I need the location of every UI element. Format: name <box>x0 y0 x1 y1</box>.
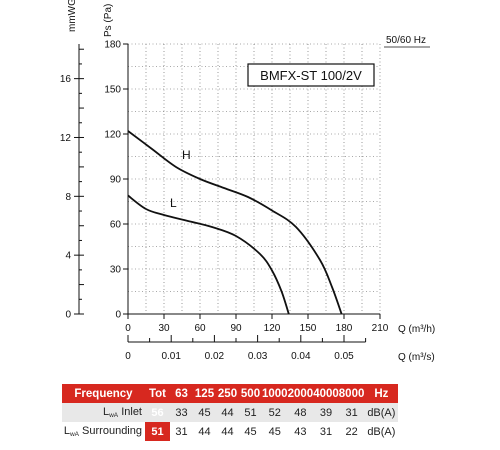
y-outer-axis-label: mmWG <box>67 0 78 32</box>
y-left-tick-label: 180 <box>104 40 121 51</box>
x-sec-tick-label: 0.04 <box>291 351 311 362</box>
y-left-tick-label: 30 <box>110 265 122 276</box>
table-header-row: Frequency Tot 63 125 250 500 1000 2000 4… <box>62 384 399 403</box>
header-freq-250: 250 <box>216 384 239 403</box>
y-left-tick-label: 150 <box>104 85 121 96</box>
tick-labels: 0 30 60 90 120 150 180 0 4 8 12 16 0 30 60 90 120 150 180 2… <box>60 40 389 363</box>
x-main-tick-label: 60 <box>194 323 206 334</box>
x-sec-tick-label: 0.01 <box>161 351 181 362</box>
row-label-inlet-rest: Inlet <box>118 406 142 418</box>
header-freq-8000: 8000 <box>338 384 365 403</box>
y-outer-tick-label: 4 <box>65 251 71 262</box>
x-main-tick-label: 30 <box>158 323 170 334</box>
x-sec-tick-label: 0.03 <box>248 351 268 362</box>
row-label-inlet-main: L <box>102 406 110 418</box>
frequency-note: 50/60 Hz <box>386 35 426 46</box>
table-row-inlet: LwA Inlet 56 33 45 44 51 52 48 39 31 dB(… <box>62 403 399 422</box>
x-main-tick-label: 90 <box>230 323 242 334</box>
header-frequency-label: Frequency <box>62 384 145 403</box>
x-main-tick-label: 0 <box>125 323 131 334</box>
y-outer-tick-label: 16 <box>60 74 72 85</box>
x-main-axis-label: Q (m³/h) <box>398 324 435 335</box>
row-label-surrounding-sub: wA <box>69 431 79 438</box>
y-outer-tick-label: 0 <box>65 310 71 321</box>
cell-inlet-250: 44 <box>216 403 239 422</box>
cell-inlet-125: 45 <box>193 403 216 422</box>
y-left-tick-label: 0 <box>115 310 121 321</box>
x-sec-tick-label: 0 <box>125 351 131 362</box>
cell-inlet-1000: 52 <box>262 403 288 422</box>
cell-inlet-4000: 39 <box>313 403 339 422</box>
y-left-tick-label: 60 <box>110 220 122 231</box>
header-freq-63: 63 <box>170 384 193 403</box>
cell-surrounding-500: 45 <box>239 422 262 441</box>
axes <box>74 43 381 343</box>
y-left-tick-label: 120 <box>104 130 121 141</box>
cell-surrounding-4000: 31 <box>313 422 339 441</box>
series-label-h: H <box>182 148 191 162</box>
header-unit-hz: Hz <box>364 384 399 403</box>
y-outer-tick-label: 12 <box>60 133 72 144</box>
fan-performance-chart: 0 30 60 90 120 150 180 0 4 8 12 16 0 30 60 90 120 150 180 2… <box>60 0 435 363</box>
y-left-tick-label: 90 <box>110 175 122 186</box>
x-main-tick-label: 210 <box>372 323 389 334</box>
cell-inlet-tot: 56 <box>145 403 170 422</box>
x-sec-axis-label: Q (m³/s) <box>398 352 435 363</box>
row-label-surrounding-main: L <box>63 425 70 437</box>
series-curve-h <box>127 130 343 315</box>
cell-surrounding-1000: 45 <box>262 422 288 441</box>
row-label-surrounding-rest: Surrounding <box>79 425 142 437</box>
cell-inlet-500: 51 <box>239 403 262 422</box>
series-curve-l <box>127 194 290 315</box>
y-outer-tick-label: 8 <box>65 192 71 203</box>
x-sec-tick-label: 0.02 <box>205 351 225 362</box>
x-main-tick-label: 180 <box>336 323 353 334</box>
x-main-tick-label: 150 <box>300 323 317 334</box>
model-label: BMFX-ST 100/2V <box>260 68 362 83</box>
y-left-axis-label: Ps (Pa) <box>103 4 114 37</box>
header-tot-label: Tot <box>145 384 170 403</box>
cell-inlet-2000: 48 <box>287 403 314 422</box>
cell-inlet-unit: dB(A) <box>364 403 399 422</box>
cell-surrounding-8000: 22 <box>338 422 365 441</box>
sound-power-table: Frequency Tot 63 125 250 500 1000 2000 4… <box>62 384 399 441</box>
x-sec-tick-label: 0.05 <box>334 351 354 362</box>
header-freq-2000: 2000 <box>287 384 314 403</box>
row-label-surrounding: LwA Surrounding <box>62 422 145 441</box>
header-freq-125: 125 <box>193 384 216 403</box>
x-main-tick-label: 120 <box>264 323 281 334</box>
table-row-surrounding: LwA Surrounding 51 31 44 44 45 45 43 31 … <box>62 422 399 441</box>
header-freq-1000: 1000 <box>262 384 288 403</box>
series-label-l: L <box>170 196 177 210</box>
cell-inlet-8000: 31 <box>338 403 365 422</box>
cell-surrounding-250: 44 <box>216 422 239 441</box>
header-freq-500: 500 <box>239 384 262 403</box>
cell-inlet-63: 33 <box>170 403 193 422</box>
cell-surrounding-63: 31 <box>170 422 193 441</box>
model-label-box <box>247 63 375 87</box>
row-label-inlet: LwA Inlet <box>62 403 145 422</box>
series-curves: HL <box>127 130 343 315</box>
cell-surrounding-unit: dB(A) <box>364 422 399 441</box>
row-label-inlet-sub: wA <box>109 412 119 419</box>
header-freq-4000: 4000 <box>313 384 339 403</box>
cell-surrounding-2000: 43 <box>287 422 314 441</box>
cell-surrounding-125: 44 <box>193 422 216 441</box>
cell-surrounding-tot: 51 <box>145 422 170 441</box>
